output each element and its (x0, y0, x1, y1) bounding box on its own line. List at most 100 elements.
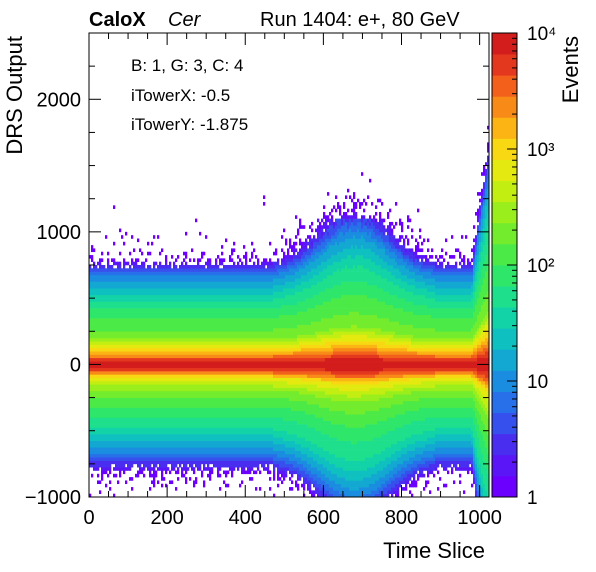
heatmap-cell (161, 443, 164, 448)
heatmap-cell (125, 364, 128, 369)
heatmap-cell (239, 453, 242, 458)
heatmap-cell (177, 281, 180, 286)
heatmap-cell (153, 410, 156, 415)
heatmap-cell (139, 324, 142, 329)
heatmap-cell (127, 301, 130, 306)
heatmap-cell (147, 407, 150, 412)
heatmap-cell (121, 381, 124, 385)
heatmap-cell (223, 381, 226, 385)
heatmap-cell (179, 324, 182, 329)
heatmap-cell (89, 271, 92, 276)
heatmap-cell (219, 427, 222, 432)
heatmap-cell (177, 390, 180, 395)
heatmap-cell (157, 308, 160, 312)
heatmap-cell (205, 294, 208, 299)
heatmap-cell (233, 278, 236, 282)
heatmap-cell (117, 434, 120, 438)
heatmap-cell (147, 331, 150, 335)
heatmap-cell (113, 205, 116, 209)
heatmap-cell (205, 268, 208, 272)
heatmap-cell (181, 357, 184, 362)
heatmap-cell (161, 337, 164, 342)
heatmap-cell (207, 394, 210, 398)
heatmap-cell (99, 271, 102, 276)
heatmap-cell (171, 424, 174, 428)
heatmap-cell (91, 424, 94, 428)
heatmap-cell (133, 384, 136, 388)
heatmap-cell (175, 381, 178, 385)
heatmap-cell (209, 430, 212, 435)
heatmap-cell (187, 450, 190, 455)
heatmap-cell (121, 420, 124, 425)
heatmap-cell (135, 274, 138, 279)
heatmap-cell (103, 288, 106, 292)
heatmap-cell (113, 274, 116, 279)
heatmap-cell (151, 437, 154, 441)
heatmap-cell (113, 434, 116, 438)
heatmap-cell (153, 374, 156, 378)
heatmap-cell (205, 278, 208, 282)
heatmap-cell (179, 288, 182, 292)
heatmap-cell (115, 434, 118, 438)
heatmap-cell (239, 397, 242, 402)
heatmap-cell (101, 284, 104, 289)
heatmap-cell (99, 490, 102, 494)
heatmap-cell (109, 291, 112, 296)
heatmap-cell (147, 308, 150, 312)
heatmap-cell (225, 301, 228, 306)
heatmap-cell (105, 390, 108, 395)
heatmap-cell (105, 410, 108, 415)
heatmap-cell (119, 424, 122, 428)
heatmap-cell (207, 427, 210, 432)
heatmap-cell (225, 311, 228, 316)
heatmap-cell (173, 387, 176, 392)
heatmap-cell (181, 397, 184, 402)
heatmap-cell (167, 407, 170, 412)
heatmap-cell (241, 344, 244, 349)
heatmap-cell (151, 294, 154, 299)
heatmap-cell (137, 278, 140, 282)
heatmap-cell (139, 271, 142, 276)
heatmap-cell (155, 453, 158, 458)
heatmap-cell (135, 301, 138, 306)
heatmap-cell (105, 271, 108, 276)
heatmap-cell (175, 311, 178, 316)
heatmap-cell (221, 314, 224, 319)
heatmap-cell (217, 301, 220, 306)
heatmap-cell (231, 407, 234, 412)
heatmap-cell (161, 477, 164, 481)
heatmap-cell (121, 351, 124, 355)
heatmap-cell (135, 278, 138, 282)
heatmap-cell (187, 294, 190, 299)
heatmap-cell (127, 400, 130, 405)
heatmap-cell (235, 424, 238, 428)
heatmap-cell (199, 298, 202, 302)
heatmap-cell (153, 437, 156, 441)
heatmap-cell (123, 424, 126, 428)
heatmap-cell (155, 371, 158, 375)
heatmap-cell (197, 268, 200, 272)
heatmap-cell (101, 390, 104, 395)
heatmap-cell (179, 364, 182, 369)
heatmap-cell (215, 404, 218, 408)
heatmap-cell (151, 357, 154, 362)
heatmap-cell (95, 354, 98, 359)
heatmap-cell (173, 354, 176, 359)
heatmap-cell (155, 434, 158, 438)
heatmap-cell (229, 284, 232, 289)
heatmap-cell (121, 453, 124, 458)
heatmap-cell (243, 467, 246, 471)
heatmap-cell (121, 374, 124, 378)
heatmap-cell (235, 284, 238, 289)
heatmap-cell (201, 367, 204, 372)
heatmap-cell (155, 430, 158, 435)
heatmap-cell (219, 311, 222, 316)
heatmap-cell (173, 294, 176, 299)
heatmap-cell (93, 440, 96, 445)
heatmap-cell (239, 331, 242, 335)
heatmap-cell (117, 453, 120, 458)
heatmap-cell (89, 463, 92, 468)
heatmap-cell (235, 371, 238, 375)
heatmap-cell (175, 301, 178, 306)
heatmap-cell (219, 420, 222, 425)
